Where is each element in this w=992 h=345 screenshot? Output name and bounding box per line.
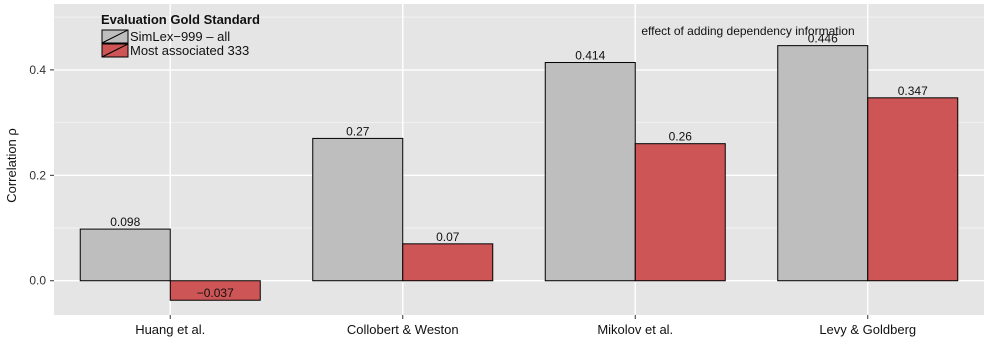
x-category-label: Collobert & Weston xyxy=(347,322,459,337)
legend-label-1: SimLex−999 – all xyxy=(130,29,230,44)
data-label-series2-4: 0.347 xyxy=(898,84,928,98)
bar-series1-2 xyxy=(312,137,404,282)
bar-series2-3 xyxy=(634,143,726,282)
data-label-series2-2: 0.07 xyxy=(436,230,460,244)
data-label-series1-2: 0.27 xyxy=(346,124,370,138)
bar-series2-4 xyxy=(867,97,959,282)
bars xyxy=(79,45,959,301)
legend-label-2: Most associated 333 xyxy=(130,43,249,58)
legend-title: Evaluation Gold Standard xyxy=(101,12,260,27)
data-label-series1-1: 0.098 xyxy=(110,215,140,229)
legend-swatch-slash xyxy=(101,29,129,44)
bar-series1-3 xyxy=(544,62,636,282)
data-labels: 0.098 0.27 0.414 0.446 −0.037 0.07 0.26 0.347 xyxy=(110,32,928,301)
data-label-series1-3: 0.414 xyxy=(575,49,605,63)
bar-series1-4 xyxy=(777,45,869,282)
axes: 0.0 0.2 0.4 Huang et al. Collobert & Weston M… xyxy=(29,63,916,337)
annotation-text: effect of adding dependency information xyxy=(641,24,854,38)
legend: Evaluation Gold Standard SimLex−999 – al… xyxy=(101,12,260,58)
y-axis-title: Correlation ρ xyxy=(4,128,19,203)
legend-swatch-slash xyxy=(101,43,129,58)
data-label-series2-1: −0.037 xyxy=(197,286,234,300)
data-label-series1-4: 0.446 xyxy=(808,32,838,46)
x-category-label: Mikolov et al. xyxy=(597,322,673,337)
y-tick-label: 0.0 xyxy=(29,274,46,288)
data-label-series2-3: 0.26 xyxy=(669,130,693,144)
x-category-label: Levy & Goldberg xyxy=(819,322,916,337)
x-category-label: Huang et al. xyxy=(135,322,205,337)
bar-series1-1 xyxy=(79,228,171,282)
bar-series2-2 xyxy=(402,243,494,282)
bar-series2-1 xyxy=(169,280,261,301)
y-tick-label: 0.4 xyxy=(29,63,46,77)
y-tick-label: 0.2 xyxy=(29,168,46,182)
